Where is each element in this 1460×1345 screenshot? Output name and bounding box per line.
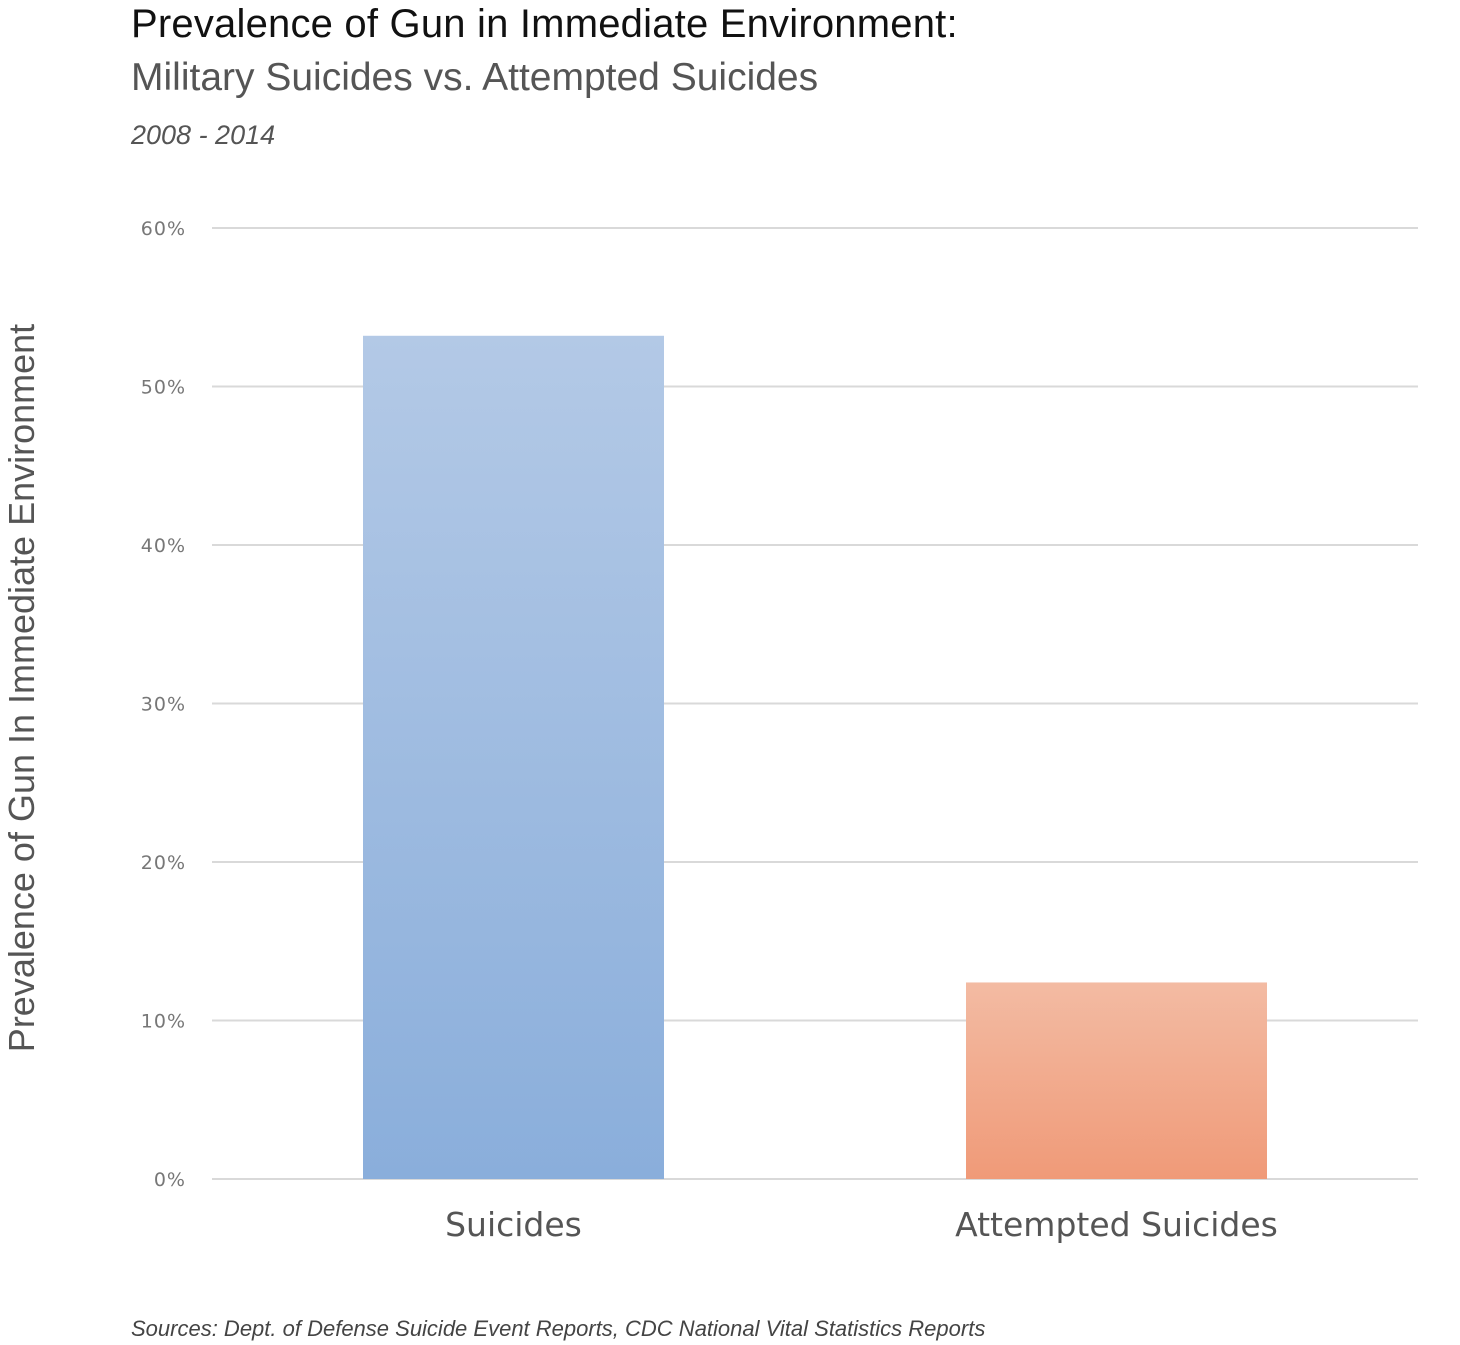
y-tick-label: 60% <box>141 218 186 240</box>
y-axis-ticks: 0% 10% 20% 30% 40% 50% 60% <box>141 218 186 1191</box>
x-axis-categories: Suicides Attempted Suicides <box>445 1205 1278 1244</box>
chart-title: Prevalence of Gun in Immediate Environme… <box>131 2 958 46</box>
y-tick-label: 30% <box>141 694 186 716</box>
bar-suicides <box>363 335 664 1179</box>
y-tick-label: 20% <box>141 852 186 874</box>
bars <box>363 335 1267 1179</box>
bar-attempted-suicides <box>966 982 1267 1179</box>
y-tick-label: 10% <box>141 1011 186 1033</box>
y-tick-label: 0% <box>154 1169 186 1191</box>
chart-source-note: Sources: Dept. of Defense Suicide Event … <box>131 1316 986 1341</box>
chart-date-range: 2008 - 2014 <box>131 120 276 150</box>
y-tick-label: 40% <box>141 535 186 557</box>
chart-subtitle: Military Suicides vs. Attempted Suicides <box>131 56 819 99</box>
y-tick-label: 50% <box>141 377 186 399</box>
x-category-label: Attempted Suicides <box>955 1205 1278 1244</box>
x-category-label: Suicides <box>445 1205 582 1244</box>
